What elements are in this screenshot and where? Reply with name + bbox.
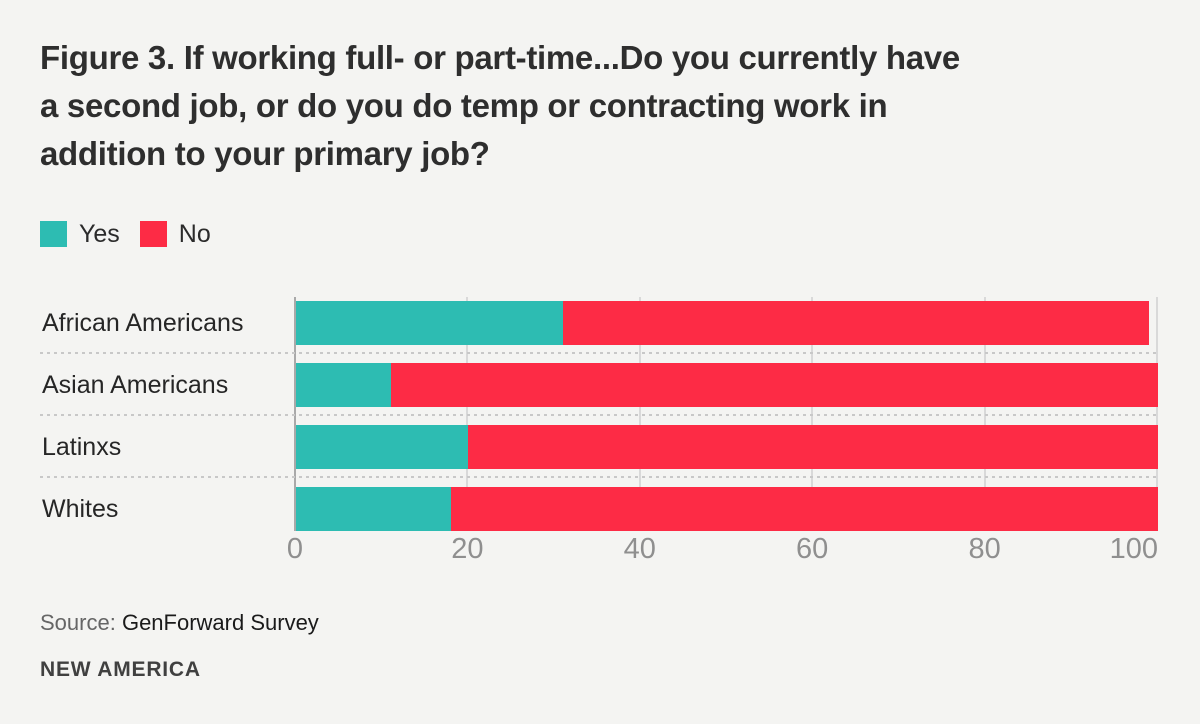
source-label: Source: [40, 610, 116, 635]
bar-row [296, 301, 1150, 345]
x-tick-label-20: 20 [451, 533, 484, 565]
legend-swatch-no [139, 221, 167, 247]
bar-segment-yes [296, 301, 564, 345]
bar-segment-yes [296, 425, 469, 469]
x-tick-label-0: 0 [286, 533, 304, 565]
bar-row [296, 425, 1158, 469]
legend-swatch-yes [40, 221, 67, 247]
category-label: African Americans [42, 309, 244, 337]
source-line: Source: GenForward Survey [40, 610, 319, 636]
row-separator [40, 476, 1157, 478]
title-line-2: a second job, or do you do temp or contr… [40, 87, 888, 124]
row-separator [40, 414, 1157, 416]
x-tick-label-100: 100 [1109, 533, 1158, 565]
legend-label: No [178, 220, 211, 248]
category-label: Asian Americans [42, 371, 229, 399]
bar-segment-no [390, 363, 1158, 407]
bar-row [296, 487, 1158, 531]
x-tick-label-40: 40 [623, 533, 656, 565]
bar-segment-yes [296, 487, 452, 531]
title-line-3: addition to your primary job? [40, 135, 490, 172]
x-tick-label-80: 80 [968, 533, 1001, 565]
legend-item-no: No [139, 220, 211, 248]
source-text: GenForward Survey [121, 610, 319, 635]
bar-segment-no [563, 301, 1150, 345]
brand-logo: NEW AMERICA [40, 658, 201, 681]
row-separator [40, 352, 1157, 354]
category-label: Whites [42, 495, 119, 523]
legend: Yes No [40, 221, 211, 247]
category-label: Latinxs [42, 433, 122, 461]
x-tick-label-60: 60 [796, 533, 829, 565]
bar-segment-no [468, 425, 1158, 469]
legend-label: Yes [79, 220, 120, 248]
gridline-100 [1156, 297, 1158, 531]
bar-segment-yes [296, 363, 391, 407]
legend-item-yes: Yes [40, 221, 120, 247]
title-line-1: Figure 3. If working full- or part-time.… [40, 39, 960, 76]
bar-segment-no [451, 487, 1158, 531]
bar-row [296, 363, 1158, 407]
figure-title: Figure 3. If working full- or part-time.… [40, 34, 960, 178]
